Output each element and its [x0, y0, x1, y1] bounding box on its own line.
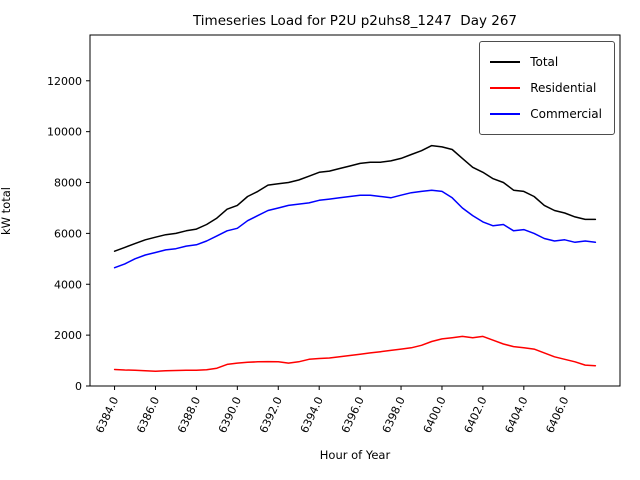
legend-label-commercial: Commercial	[530, 107, 602, 121]
legend-item-residential: Residential	[490, 75, 602, 101]
legend-item-commercial: Commercial	[490, 101, 602, 127]
svg-text:6406.0: 6406.0	[543, 395, 571, 435]
chart-title: Timeseries Load for P2U p2uhs8_1247 Day …	[192, 13, 518, 29]
svg-text:6388.0: 6388.0	[175, 395, 203, 435]
legend-swatch-total	[490, 61, 521, 63]
svg-text:6394.0: 6394.0	[298, 395, 326, 435]
svg-text:12000: 12000	[47, 75, 82, 88]
svg-text:6384.0: 6384.0	[93, 395, 121, 435]
legend-label-total: Total	[530, 55, 559, 69]
legend: Total Residential Commercial	[479, 41, 615, 135]
svg-text:0: 0	[75, 380, 82, 393]
legend-swatch-commercial	[490, 113, 521, 115]
svg-text:4000: 4000	[54, 278, 82, 291]
legend-label-residential: Residential	[530, 81, 597, 95]
legend-item-total: Total	[490, 49, 602, 75]
x-axis-label: Hour of Year	[319, 448, 391, 462]
svg-text:6404.0: 6404.0	[502, 395, 530, 435]
svg-text:6398.0: 6398.0	[380, 395, 408, 435]
svg-text:6396.0: 6396.0	[339, 395, 367, 435]
svg-text:10000: 10000	[47, 126, 82, 139]
svg-text:6000: 6000	[54, 227, 82, 240]
svg-text:6390.0: 6390.0	[216, 395, 244, 435]
svg-text:8000: 8000	[54, 177, 82, 190]
svg-text:6392.0: 6392.0	[257, 395, 285, 435]
svg-text:6400.0: 6400.0	[421, 395, 449, 435]
svg-text:6386.0: 6386.0	[134, 395, 162, 435]
y-axis-label: kW total	[0, 187, 13, 235]
legend-swatch-residential	[490, 87, 521, 89]
svg-text:6402.0: 6402.0	[462, 395, 490, 435]
svg-text:2000: 2000	[54, 329, 82, 342]
